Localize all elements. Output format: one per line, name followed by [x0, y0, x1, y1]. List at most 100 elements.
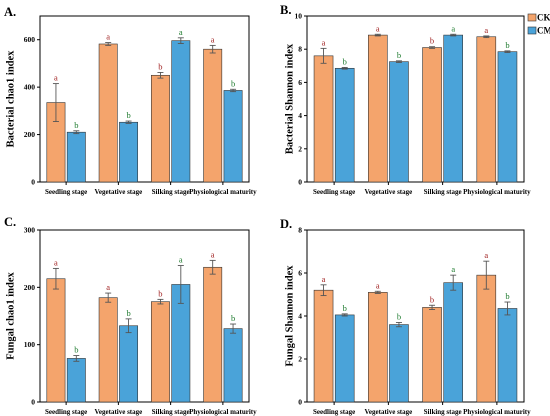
category-group: a b Vegetative stage [94, 32, 142, 196]
bar-ck [422, 307, 442, 403]
category-group: a b Seedling stage [313, 37, 355, 196]
legend: CK CM [527, 13, 550, 36]
bar-cm [389, 61, 409, 183]
y-tick-label: 2 [298, 355, 302, 364]
y-axis-label: Fungal chao1 index [5, 271, 16, 359]
x-tick-label: Seedling stage [313, 408, 355, 416]
legend-item-ck: CK [527, 13, 550, 23]
bar-cm [119, 121, 139, 183]
panel-letter: A. [4, 5, 16, 19]
y-axis-label: Bacterial chao1 index [5, 50, 16, 148]
category-group: a b Seedling stage [313, 274, 355, 416]
significance-letter: b [343, 56, 347, 66]
category-group: a b Seedling stage [45, 257, 87, 416]
significance-letter: b [126, 110, 130, 120]
bar-ck [476, 274, 497, 403]
significance-letter: a [211, 34, 215, 44]
x-tick-label: Vegetative stage [94, 408, 142, 416]
bar-ck [368, 34, 388, 183]
significance-letter: a [451, 264, 455, 274]
x-tick-label: Physiological maturity [189, 408, 257, 416]
y-tick-label: 600 [24, 35, 36, 44]
x-tick-label: Physiological maturity [463, 408, 531, 416]
chart-panel-3: C. Fungal chao1 index 0 100 200 300 a b Seedling… [4, 215, 257, 416]
x-tick-label: Vegetative stage [364, 188, 412, 196]
y-axis-label: Bacterial Shannon index [284, 43, 295, 154]
significance-letter: a [179, 255, 183, 265]
legend-label: CM [537, 26, 550, 36]
bar-ck [98, 297, 118, 403]
category-group: a b Vegetative stage [364, 23, 412, 196]
bar-ck [476, 36, 497, 183]
bar-cm [389, 324, 409, 403]
significance-letter: b [74, 345, 78, 355]
significance-letter: b [158, 61, 162, 71]
category-group: a b Vegetative stage [364, 280, 412, 416]
significance-letter: a [376, 280, 380, 290]
chart-panel-2: B. Bacterial Shannon index 0 2 4 6 8 10 a b Seedli… [280, 3, 531, 196]
significance-letter: a [484, 25, 488, 35]
y-axis-label: Fungal Shannon index [284, 265, 295, 367]
significance-letter: a [211, 249, 215, 259]
category-group: a b Seedling stage [45, 73, 87, 196]
y-tick-label: 200 [24, 283, 36, 292]
bar-cm [119, 325, 139, 403]
bar-cm [334, 314, 355, 403]
significance-letter: b [231, 313, 235, 323]
category-group: b a Silking stage [150, 255, 191, 416]
x-tick-label: Vegetative stage [364, 408, 412, 416]
significance-letter: b [505, 291, 509, 301]
category-group: a b Physiological maturity [463, 250, 531, 416]
x-tick-label: Seedling stage [45, 408, 87, 416]
bar-ck [422, 47, 442, 183]
legend-item-cm: CM [527, 26, 550, 36]
x-tick-label: Seedling stage [45, 188, 87, 196]
y-tick-label: 10 [295, 12, 303, 21]
x-tick-label: Vegetative stage [94, 188, 142, 196]
y-tick-label: 0 [31, 398, 35, 407]
significance-letter: b [231, 78, 235, 88]
significance-letter: a [106, 32, 110, 42]
y-tick-label: 0 [298, 178, 302, 187]
significance-letter: a [451, 23, 455, 33]
significance-letter: a [484, 250, 488, 260]
legend-label: CK [537, 13, 550, 23]
significance-letter: b [74, 120, 78, 130]
significance-letter: b [505, 40, 509, 50]
plot-frame [306, 15, 525, 183]
y-tick-label: 300 [24, 226, 36, 235]
significance-letter: b [126, 308, 130, 318]
bar-ck [46, 278, 66, 403]
chart-panel-4: D. Fungal Shannon index 0 2 4 6 8 a b Seedling st… [280, 217, 531, 416]
bar-ck [368, 292, 388, 403]
category-group: b a Silking stage [422, 264, 463, 416]
significance-letter: b [430, 294, 434, 304]
category-group: a b Vegetative stage [94, 282, 142, 416]
chart-panel-1: A. Bacterial chao1 index 0 200 400 600 a b Seedl… [4, 5, 257, 196]
bar-cm [443, 34, 463, 183]
y-tick-label: 6 [298, 269, 302, 278]
significance-letter: b [430, 36, 434, 46]
panel-letter: B. [280, 3, 291, 17]
bar-cm [66, 131, 86, 183]
significance-letter: a [179, 27, 183, 37]
x-tick-label: Physiological maturity [463, 188, 531, 196]
x-tick-label: Silking stage [424, 188, 462, 196]
bar-ck [313, 289, 334, 403]
category-group: b a Silking stage [422, 23, 463, 196]
x-tick-label: Silking stage [152, 188, 190, 196]
bar-ck [150, 301, 170, 403]
x-tick-label: Silking stage [152, 408, 190, 416]
category-group: a b Physiological maturity [189, 249, 257, 416]
x-tick-label: Silking stage [424, 408, 462, 416]
bar-ck [203, 266, 223, 403]
x-tick-label: Seedling stage [313, 188, 355, 196]
significance-letter: b [343, 303, 347, 313]
y-tick-label: 100 [24, 340, 36, 349]
bar-cm [223, 90, 243, 183]
plot-frame [39, 15, 250, 183]
panel-letter: D. [280, 217, 292, 231]
y-tick-label: 8 [298, 226, 302, 235]
category-group: b a Silking stage [150, 27, 191, 196]
legend-swatch [527, 26, 537, 35]
